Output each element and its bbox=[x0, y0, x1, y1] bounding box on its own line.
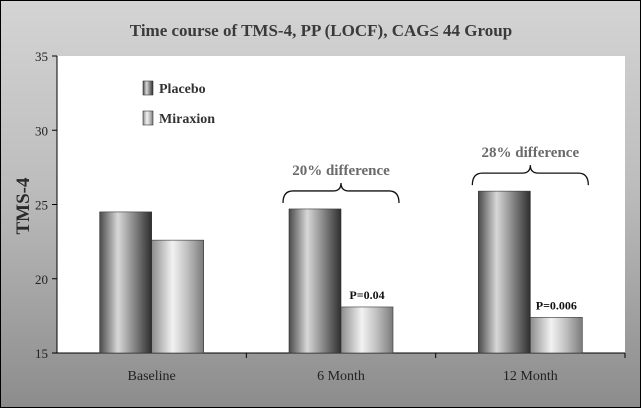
legend-label-placebo: Placebo bbox=[159, 82, 206, 97]
y-tick-label: 25 bbox=[35, 198, 48, 213]
legend-swatch-placebo bbox=[142, 80, 154, 96]
legend-label-miraxion: Miraxion bbox=[159, 112, 215, 127]
x-tick-label: 6 Month bbox=[317, 369, 365, 384]
annotations: 20% difference 28% difference P=0.04 P=0.00… bbox=[282, 145, 589, 312]
legend: Placebo Miraxion bbox=[142, 80, 215, 127]
x-tick-label: Baseline bbox=[128, 369, 176, 384]
y-tick-label: 20 bbox=[35, 272, 48, 287]
bar-miraxion-baseline bbox=[151, 239, 204, 354]
y-tick-label: 30 bbox=[35, 123, 48, 138]
difference-brace bbox=[471, 165, 589, 186]
bar-placebo-6-month bbox=[288, 208, 342, 354]
difference-annotation: 20% difference bbox=[292, 163, 390, 179]
p-value-label: P=0.006 bbox=[536, 298, 577, 312]
bar-placebo-12-month bbox=[478, 190, 531, 354]
chart-title: Time course of TMS-4, PP (LOCF), CAG≤ 44… bbox=[130, 21, 512, 40]
y-tick-label: 15 bbox=[35, 346, 48, 361]
p-value-label: P=0.04 bbox=[349, 288, 384, 302]
difference-brace bbox=[282, 182, 400, 203]
legend-swatch-miraxion bbox=[142, 110, 154, 126]
y-axis-label: TMS-4 bbox=[13, 177, 34, 235]
bars bbox=[99, 190, 583, 354]
difference-annotation: 28% difference bbox=[482, 145, 580, 161]
x-axis-labels: Baseline 6 Month 12 Month bbox=[128, 353, 626, 384]
y-tick-label: 35 bbox=[35, 49, 48, 64]
bar-miraxion-6-month bbox=[340, 306, 394, 354]
bar-placebo-baseline bbox=[99, 211, 152, 354]
x-tick-label: 12 Month bbox=[503, 369, 558, 384]
bar-miraxion-12-month bbox=[530, 317, 583, 354]
